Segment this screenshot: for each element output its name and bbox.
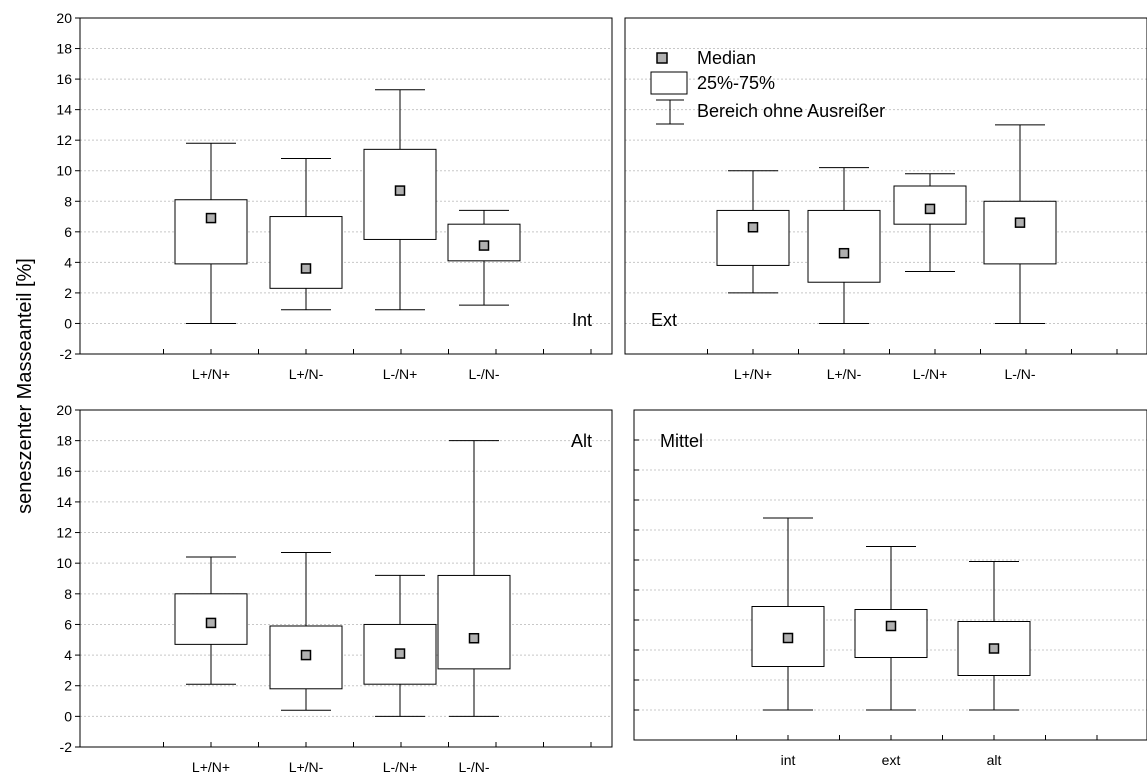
- box-ext: [854, 546, 928, 711]
- y-tick-label: 6: [64, 224, 72, 240]
- box-L-/N-: [983, 124, 1057, 324]
- iqr-box: [437, 574, 511, 670]
- box-L-/N+: [893, 173, 967, 273]
- y-tick-label: 20: [56, 10, 72, 26]
- box-L-/N+: [363, 574, 437, 717]
- plot-frame: [624, 17, 1147, 355]
- x-tick-label: alt: [987, 752, 1002, 768]
- x-tick-label: L+/N+: [192, 759, 230, 774]
- y-tick-label: 18: [56, 41, 72, 57]
- panel-label: Alt: [571, 431, 592, 451]
- box-L+/N-: [807, 167, 881, 324]
- box-L+/N-: [269, 551, 343, 711]
- median-marker: [747, 221, 759, 233]
- y-tick-label: -2: [60, 346, 73, 362]
- y-tick-label: 4: [64, 647, 72, 663]
- median-marker: [205, 617, 217, 629]
- median-marker: [394, 648, 406, 659]
- legend-median-marker: [656, 52, 668, 64]
- legend: Median 25%-75% Bereich ohne Ausreißer: [650, 48, 885, 125]
- box-L+/N+: [174, 142, 248, 324]
- panel-label: Int: [572, 310, 592, 330]
- box-L+/N+: [716, 170, 790, 294]
- x-tick-label: L+/N-: [827, 366, 862, 382]
- iqr-box: [269, 216, 343, 289]
- y-tick-label: 14: [56, 494, 72, 510]
- y-tick-label: 12: [56, 525, 72, 541]
- box-L-/N-: [447, 209, 521, 306]
- iqr-box: [751, 606, 825, 667]
- panel-mittel: int ext alt Mittel: [633, 409, 1147, 768]
- x-tick-label: ext: [882, 752, 901, 768]
- median-marker: [468, 632, 480, 644]
- y-tick-label: -2: [60, 739, 73, 755]
- legend-median-label: Median: [697, 48, 756, 68]
- box-L-/N+: [363, 89, 437, 311]
- iqr-box: [807, 209, 881, 283]
- legend-whisker-label: Bereich ohne Ausreißer: [697, 101, 885, 121]
- y-axis-label: seneszenter Masseanteil [%]: [14, 258, 36, 514]
- y-tick-label: 12: [56, 132, 72, 148]
- y-tick-label: 2: [64, 678, 72, 694]
- x-tick-label: int: [781, 752, 796, 768]
- iqr-box: [854, 609, 928, 658]
- y-tick-label: 18: [56, 433, 72, 449]
- panel-label: Mittel: [660, 431, 703, 451]
- x-tick-label: L+/N+: [192, 366, 230, 382]
- legend-box-swatch: [650, 71, 688, 95]
- iqr-box: [983, 200, 1057, 265]
- iqr-box: [174, 199, 248, 265]
- median-marker: [394, 185, 406, 196]
- y-tick-label: 10: [56, 163, 72, 179]
- median-marker: [300, 263, 312, 274]
- y-tick-label: 20: [56, 402, 72, 418]
- panel-alt: -2 0 2 4 6 8 10 12 14 16 18 20 L+/N+ L+/N- L-/N+ L-/N- A…: [56, 402, 613, 774]
- y-tick-label: 8: [64, 193, 72, 209]
- median-marker: [205, 212, 217, 224]
- y-tick-label: 0: [64, 315, 72, 331]
- x-tick-label: L-/N+: [383, 759, 418, 774]
- median-marker: [885, 620, 897, 632]
- x-tick-label: L+/N-: [289, 366, 324, 382]
- box-L+/N-: [269, 158, 343, 311]
- iqr-box: [716, 209, 790, 266]
- y-tick-label: 16: [56, 71, 72, 87]
- x-tick-label: L-/N+: [383, 366, 418, 382]
- y-tick-label: 4: [64, 254, 72, 270]
- x-tick-label: L+/N-: [289, 759, 324, 774]
- median-marker: [1014, 217, 1026, 228]
- y-tick-label: 2: [64, 285, 72, 301]
- median-marker: [478, 240, 490, 251]
- box-L-/N-: [437, 440, 511, 717]
- y-tick-label: 16: [56, 463, 72, 479]
- panel-label: Ext: [651, 310, 677, 330]
- panel-int: -2 0 2 4 6 8 10 12 14 16 18 20 L+/N+ L+/N- L-/N+ L-/N- I…: [56, 10, 613, 382]
- panel-ext: L+/N+ L+/N- L-/N+ L-/N- Ext Median 25%-75% Bere…: [624, 17, 1147, 382]
- median-marker: [782, 632, 794, 644]
- x-tick-label: L-/N-: [458, 759, 489, 774]
- median-marker: [838, 247, 850, 259]
- y-tick-label: 0: [64, 708, 72, 724]
- x-tick-label: L+/N+: [734, 366, 772, 382]
- median-marker: [988, 643, 1000, 654]
- y-tick-label: 6: [64, 616, 72, 632]
- y-tick-label: 10: [56, 555, 72, 571]
- box-L+/N+: [174, 556, 248, 685]
- median-marker: [300, 649, 312, 661]
- box-alt: [957, 561, 1031, 711]
- x-tick-label: L-/N+: [913, 366, 948, 382]
- box-int: [751, 517, 825, 711]
- x-tick-label: L-/N-: [468, 366, 499, 382]
- median-marker: [924, 203, 936, 215]
- plot-frame: [79, 17, 613, 355]
- plot-frame: [79, 409, 613, 748]
- y-tick-label: 14: [56, 102, 72, 118]
- y-tick-label: 8: [64, 586, 72, 602]
- x-tick-label: L-/N-: [1004, 366, 1035, 382]
- legend-box-label: 25%-75%: [697, 73, 775, 93]
